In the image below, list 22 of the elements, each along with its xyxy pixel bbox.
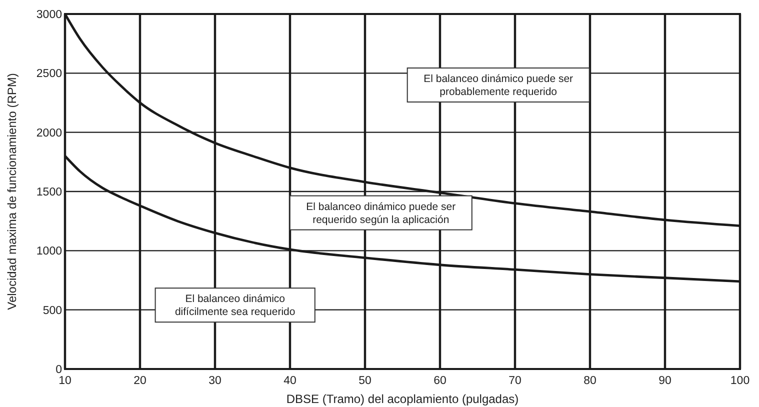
- annotation: El balanceo dinámico puede ser requerido según la aplicación: [306, 200, 456, 226]
- annotation: El balanceo dinámico puede ser probablemente requerido: [424, 73, 574, 98]
- x-tick-label: 70: [508, 375, 522, 387]
- y-tick-label: 0: [56, 364, 62, 376]
- x-tick-label: 50: [358, 375, 372, 387]
- y-tick-label: 1500: [36, 186, 62, 199]
- x-tick-label: 100: [730, 375, 750, 387]
- annotation: El balanceo dinámico difícilmente sea requerido: [174, 293, 296, 318]
- y-tick-label: 500: [42, 304, 62, 317]
- x-axis-title: DBSE (Tramo) del acoplamiento (pulgadas): [286, 392, 519, 406]
- y-tick-label: 2000: [36, 127, 62, 140]
- y-tick-label: 1000: [36, 246, 62, 258]
- x-tick-label: 30: [208, 375, 222, 387]
- y-tick-label: 2500: [36, 68, 62, 80]
- x-tick-label: 90: [658, 375, 672, 387]
- x-tick-label: 10: [58, 375, 72, 387]
- y-tick-label: 3000: [36, 9, 62, 22]
- x-tick-label: 40: [284, 375, 296, 387]
- x-tick-label: 80: [584, 375, 596, 387]
- y-axis-title: Velocidad maxima de funcionamiento (RPM): [5, 73, 19, 310]
- x-tick-label: 20: [134, 375, 146, 387]
- x-tick-label: 60: [434, 375, 446, 387]
